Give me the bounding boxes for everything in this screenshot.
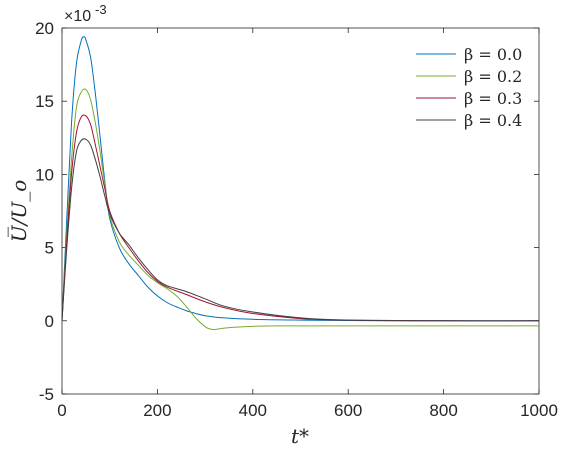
x-tick-label: 800 [429,401,457,420]
series-line-0 [61,36,539,322]
y-tick-label: 0 [45,312,54,331]
series-layer [61,36,540,331]
series-line-2 [61,114,540,322]
x-axis-label: t* [291,424,309,448]
y-tick-label: -5 [39,385,54,404]
legend-label-1: β = 0.2 [464,67,522,86]
y-multiplier: ×10 -3 [64,2,107,25]
x-tick-label: 200 [143,401,171,420]
legend-items: β = 0.0 β = 0.2 β = 0.3 β = 0.4 [416,45,522,130]
x-tick-label: 1000 [520,401,558,420]
y-axis-label: U̅/U_o [6,180,31,243]
series-line-3 [61,138,540,322]
x-tick-label: 400 [239,401,267,420]
legend-box [407,37,531,131]
y-tick-label: 20 [35,19,54,38]
y-tick-label: 10 [35,165,54,184]
legend-label-0: β = 0.0 [464,45,522,64]
series-line-1 [61,88,539,331]
y-tick-label: 5 [45,239,54,258]
x-tick-label: 600 [334,401,362,420]
legend: β = 0.0 β = 0.2 β = 0.3 β = 0.4 [407,37,531,131]
legend-label-3: β = 0.4 [464,111,522,130]
y-tick-label: 15 [35,92,54,111]
y-multiplier-exponent: -3 [95,2,107,17]
x-tick-label: 0 [57,401,66,420]
legend-label-2: β = 0.3 [464,89,522,108]
y-multiplier-base: ×10 [64,8,91,25]
